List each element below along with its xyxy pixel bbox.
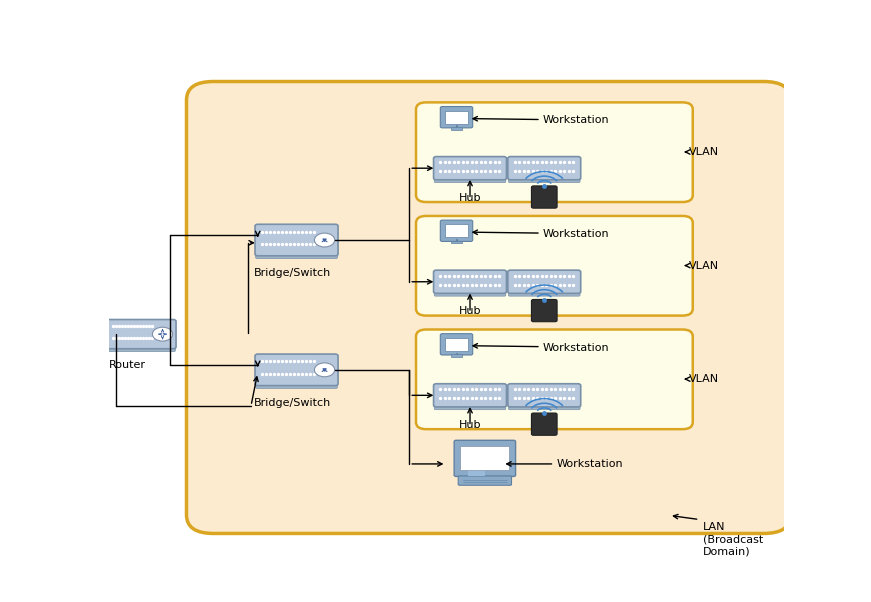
FancyBboxPatch shape: [106, 320, 176, 349]
FancyBboxPatch shape: [531, 186, 557, 208]
FancyBboxPatch shape: [509, 401, 580, 410]
FancyBboxPatch shape: [256, 247, 337, 259]
FancyBboxPatch shape: [435, 288, 506, 296]
FancyBboxPatch shape: [508, 383, 581, 407]
FancyBboxPatch shape: [416, 102, 692, 202]
Circle shape: [152, 327, 172, 341]
Text: Bridge/Switch: Bridge/Switch: [254, 398, 332, 408]
FancyBboxPatch shape: [107, 341, 175, 352]
FancyBboxPatch shape: [463, 447, 490, 481]
Bar: [445, 338, 468, 350]
FancyBboxPatch shape: [256, 377, 337, 388]
Circle shape: [314, 233, 334, 247]
Text: Bridge/Switch: Bridge/Switch: [254, 268, 332, 278]
FancyBboxPatch shape: [435, 401, 506, 410]
FancyBboxPatch shape: [531, 413, 557, 435]
Bar: [451, 354, 462, 357]
FancyBboxPatch shape: [255, 225, 338, 256]
FancyBboxPatch shape: [508, 157, 581, 180]
Bar: [445, 225, 468, 237]
Circle shape: [314, 363, 334, 377]
Bar: [451, 241, 462, 243]
FancyBboxPatch shape: [531, 299, 557, 321]
Text: Router: Router: [109, 360, 146, 370]
Text: Workstation: Workstation: [543, 229, 610, 239]
Text: VLAN: VLAN: [690, 374, 719, 384]
Text: Hub: Hub: [459, 193, 482, 203]
FancyBboxPatch shape: [441, 334, 473, 355]
Text: VLAN: VLAN: [690, 261, 719, 270]
Bar: [468, 459, 485, 476]
FancyBboxPatch shape: [434, 157, 506, 180]
FancyBboxPatch shape: [416, 216, 692, 315]
FancyBboxPatch shape: [434, 270, 506, 293]
FancyBboxPatch shape: [509, 174, 580, 182]
FancyBboxPatch shape: [255, 354, 338, 386]
FancyBboxPatch shape: [454, 440, 516, 476]
FancyBboxPatch shape: [509, 288, 580, 296]
FancyBboxPatch shape: [508, 270, 581, 293]
FancyBboxPatch shape: [441, 220, 473, 241]
Bar: [445, 111, 468, 123]
FancyBboxPatch shape: [441, 107, 473, 128]
Text: Workstation: Workstation: [557, 459, 623, 469]
FancyBboxPatch shape: [458, 476, 511, 485]
FancyBboxPatch shape: [186, 81, 791, 533]
Text: Workstation: Workstation: [543, 116, 610, 125]
Bar: [461, 446, 510, 470]
Text: LAN
(Broadcast
Domain): LAN (Broadcast Domain): [703, 522, 763, 557]
Text: Hub: Hub: [459, 420, 482, 430]
Text: Hub: Hub: [459, 306, 482, 316]
FancyBboxPatch shape: [416, 329, 692, 429]
Text: Workstation: Workstation: [543, 343, 610, 353]
FancyBboxPatch shape: [435, 174, 506, 182]
Bar: [451, 127, 462, 129]
FancyBboxPatch shape: [434, 383, 506, 407]
Text: VLAN: VLAN: [690, 147, 719, 157]
